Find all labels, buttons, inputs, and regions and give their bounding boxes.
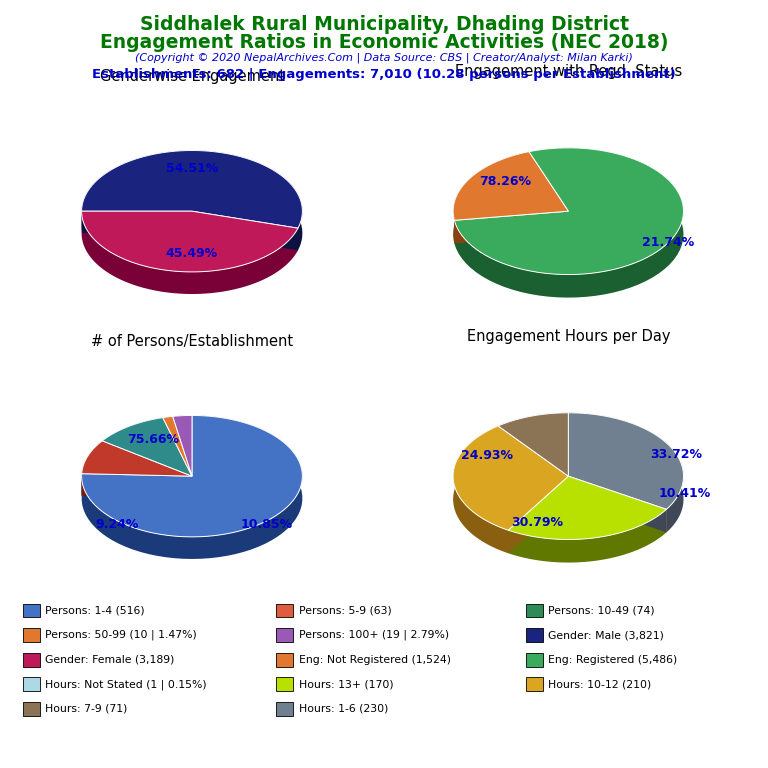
Polygon shape: [568, 476, 667, 532]
Text: Eng: Registered (5,486): Eng: Registered (5,486): [548, 654, 677, 665]
Text: 9.24%: 9.24%: [96, 518, 139, 531]
Text: Hours: Not Stated (1 | 0.15%): Hours: Not Stated (1 | 0.15%): [45, 679, 207, 690]
Polygon shape: [173, 416, 192, 498]
Polygon shape: [173, 415, 192, 476]
Polygon shape: [455, 211, 568, 243]
Text: Engagement Ratios in Economic Activities (NEC 2018): Engagement Ratios in Economic Activities…: [100, 33, 668, 52]
Polygon shape: [453, 426, 508, 553]
Polygon shape: [498, 426, 568, 499]
Text: (Copyright © 2020 NepalArchives.Com | Data Source: CBS | Creator/Analyst: Milan : (Copyright © 2020 NepalArchives.Com | Da…: [135, 52, 633, 63]
Title: Genderwise Engagement: Genderwise Engagement: [100, 69, 284, 84]
Polygon shape: [163, 416, 173, 440]
Text: Siddhalek Rural Municipality, Dhading District: Siddhalek Rural Municipality, Dhading Di…: [140, 15, 628, 35]
Polygon shape: [163, 418, 192, 498]
Polygon shape: [163, 418, 192, 498]
Polygon shape: [173, 416, 192, 498]
Polygon shape: [102, 441, 192, 498]
Polygon shape: [81, 211, 298, 294]
Polygon shape: [81, 151, 303, 228]
Polygon shape: [498, 413, 568, 449]
Polygon shape: [102, 418, 163, 463]
Text: Persons: 1-4 (516): Persons: 1-4 (516): [45, 605, 145, 616]
Polygon shape: [568, 413, 684, 509]
Polygon shape: [568, 476, 667, 532]
Text: Persons: 5-9 (63): Persons: 5-9 (63): [299, 605, 392, 616]
Polygon shape: [455, 148, 684, 297]
Polygon shape: [173, 415, 192, 439]
Polygon shape: [81, 211, 298, 272]
Polygon shape: [455, 211, 568, 243]
Polygon shape: [81, 211, 192, 233]
Polygon shape: [81, 151, 303, 250]
Text: Persons: 10-49 (74): Persons: 10-49 (74): [548, 605, 655, 616]
Text: Hours: 1-6 (230): Hours: 1-6 (230): [299, 703, 388, 714]
Title: # of Persons/Establishment: # of Persons/Establishment: [91, 334, 293, 349]
Text: 45.49%: 45.49%: [166, 247, 218, 260]
Polygon shape: [498, 426, 568, 499]
Polygon shape: [498, 413, 568, 476]
Polygon shape: [508, 476, 568, 553]
Text: Hours: 10-12 (210): Hours: 10-12 (210): [548, 679, 651, 690]
Polygon shape: [81, 474, 192, 498]
Text: Establishments: 682 | Engagements: 7,010 (10.28 persons per Establishment): Establishments: 682 | Engagements: 7,010…: [92, 68, 676, 81]
Polygon shape: [163, 416, 192, 476]
Text: Persons: 50-99 (10 | 1.47%): Persons: 50-99 (10 | 1.47%): [45, 630, 197, 641]
Polygon shape: [81, 474, 192, 498]
Text: 33.72%: 33.72%: [650, 448, 703, 461]
Text: Gender: Female (3,189): Gender: Female (3,189): [45, 654, 174, 665]
Text: Hours: 13+ (170): Hours: 13+ (170): [299, 679, 393, 690]
Text: 10.85%: 10.85%: [240, 518, 293, 531]
Text: 24.93%: 24.93%: [461, 449, 513, 462]
Polygon shape: [508, 476, 667, 539]
Polygon shape: [81, 415, 303, 537]
Polygon shape: [102, 441, 192, 498]
Text: Hours: 7-9 (71): Hours: 7-9 (71): [45, 703, 127, 714]
Title: Engagement with Regd. Status: Engagement with Regd. Status: [455, 65, 682, 79]
Polygon shape: [102, 418, 192, 476]
Text: 54.51%: 54.51%: [166, 162, 218, 175]
Title: Engagement Hours per Day: Engagement Hours per Day: [467, 329, 670, 344]
Text: Persons: 100+ (19 | 2.79%): Persons: 100+ (19 | 2.79%): [299, 630, 449, 641]
Polygon shape: [81, 211, 192, 233]
Polygon shape: [568, 413, 684, 532]
Polygon shape: [192, 211, 298, 250]
Polygon shape: [508, 476, 568, 553]
Polygon shape: [455, 148, 684, 274]
Polygon shape: [453, 426, 568, 530]
Text: 78.26%: 78.26%: [478, 175, 531, 188]
Text: Eng: Not Registered (1,524): Eng: Not Registered (1,524): [299, 654, 451, 665]
Text: Gender: Male (3,821): Gender: Male (3,821): [548, 630, 664, 641]
Polygon shape: [81, 441, 102, 496]
Polygon shape: [453, 151, 568, 220]
Polygon shape: [529, 151, 568, 234]
Polygon shape: [529, 151, 568, 234]
Polygon shape: [81, 415, 303, 559]
Text: 21.74%: 21.74%: [642, 237, 694, 250]
Polygon shape: [192, 211, 298, 250]
Text: 75.66%: 75.66%: [127, 433, 180, 446]
Text: 30.79%: 30.79%: [511, 516, 564, 529]
Polygon shape: [453, 151, 529, 243]
Polygon shape: [508, 509, 667, 562]
Text: 10.41%: 10.41%: [659, 487, 711, 500]
Polygon shape: [81, 441, 192, 476]
